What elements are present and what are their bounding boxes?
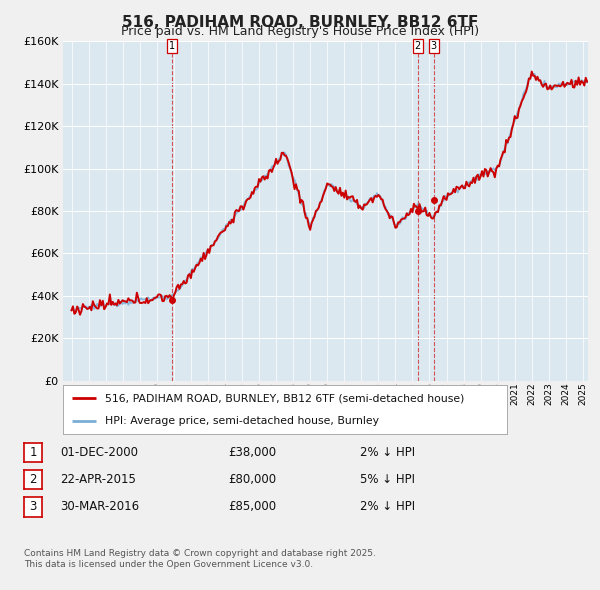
- Text: 2: 2: [415, 41, 421, 51]
- Text: 30-MAR-2016: 30-MAR-2016: [60, 500, 139, 513]
- Text: £38,000: £38,000: [228, 446, 276, 459]
- Text: 01-DEC-2000: 01-DEC-2000: [60, 446, 138, 459]
- Text: Contains HM Land Registry data © Crown copyright and database right 2025.: Contains HM Land Registry data © Crown c…: [24, 549, 376, 558]
- Text: 5% ↓ HPI: 5% ↓ HPI: [360, 473, 415, 486]
- Text: 22-APR-2015: 22-APR-2015: [60, 473, 136, 486]
- Text: 516, PADIHAM ROAD, BURNLEY, BB12 6TF: 516, PADIHAM ROAD, BURNLEY, BB12 6TF: [122, 15, 478, 30]
- Text: 2: 2: [29, 473, 37, 486]
- Text: Price paid vs. HM Land Registry's House Price Index (HPI): Price paid vs. HM Land Registry's House …: [121, 25, 479, 38]
- Text: £80,000: £80,000: [228, 473, 276, 486]
- Text: 2% ↓ HPI: 2% ↓ HPI: [360, 500, 415, 513]
- Text: £85,000: £85,000: [228, 500, 276, 513]
- Text: 516, PADIHAM ROAD, BURNLEY, BB12 6TF (semi-detached house): 516, PADIHAM ROAD, BURNLEY, BB12 6TF (se…: [105, 394, 464, 404]
- Text: 3: 3: [29, 500, 37, 513]
- Text: 2% ↓ HPI: 2% ↓ HPI: [360, 446, 415, 459]
- Text: HPI: Average price, semi-detached house, Burnley: HPI: Average price, semi-detached house,…: [105, 415, 379, 425]
- Text: This data is licensed under the Open Government Licence v3.0.: This data is licensed under the Open Gov…: [24, 560, 313, 569]
- Text: 1: 1: [169, 41, 175, 51]
- Text: 1: 1: [29, 446, 37, 459]
- Text: 3: 3: [431, 41, 437, 51]
